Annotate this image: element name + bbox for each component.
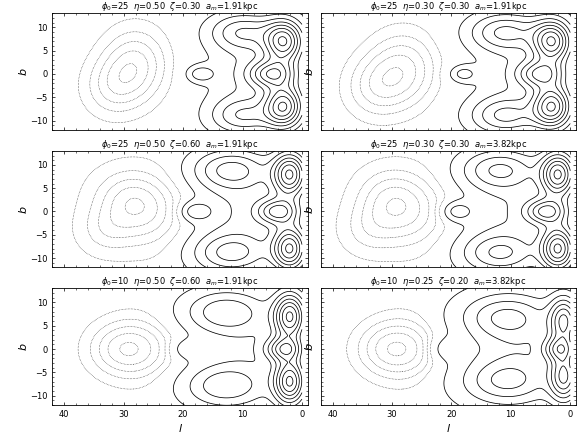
Y-axis label: b: b <box>19 343 29 350</box>
Title: $\phi_0$=25  $\eta$=0.30  $\zeta$=0.30  $a_m$=3.82kpc: $\phi_0$=25 $\eta$=0.30 $\zeta$=0.30 $a_… <box>370 138 527 151</box>
Y-axis label: b: b <box>304 343 314 350</box>
X-axis label: $l$: $l$ <box>446 421 451 433</box>
Title: $\phi_0$=25  $\eta$=0.50  $\zeta$=0.60  $a_m$=1.91kpc: $\phi_0$=25 $\eta$=0.50 $\zeta$=0.60 $a_… <box>101 138 259 151</box>
Title: $\phi_0$=10  $\eta$=0.50  $\zeta$=0.60  $a_m$=1.91kpc: $\phi_0$=10 $\eta$=0.50 $\zeta$=0.60 $a_… <box>101 275 259 288</box>
Y-axis label: b: b <box>19 68 29 75</box>
Title: $\phi_0$=10  $\eta$=0.25  $\zeta$=0.20  $a_m$=3.82kpc: $\phi_0$=10 $\eta$=0.25 $\zeta$=0.20 $a_… <box>370 275 527 288</box>
Y-axis label: b: b <box>304 68 314 75</box>
Title: $\phi_0$=25  $\eta$=0.30  $\zeta$=0.30  $a_m$=1.91kpc: $\phi_0$=25 $\eta$=0.30 $\zeta$=0.30 $a_… <box>370 0 527 13</box>
Y-axis label: b: b <box>304 206 314 213</box>
Title: $\phi_0$=25  $\eta$=0.50  $\zeta$=0.30  $a_m$=1.91kpc: $\phi_0$=25 $\eta$=0.50 $\zeta$=0.30 $a_… <box>101 0 259 13</box>
X-axis label: $l$: $l$ <box>178 421 183 433</box>
Y-axis label: b: b <box>19 206 29 213</box>
